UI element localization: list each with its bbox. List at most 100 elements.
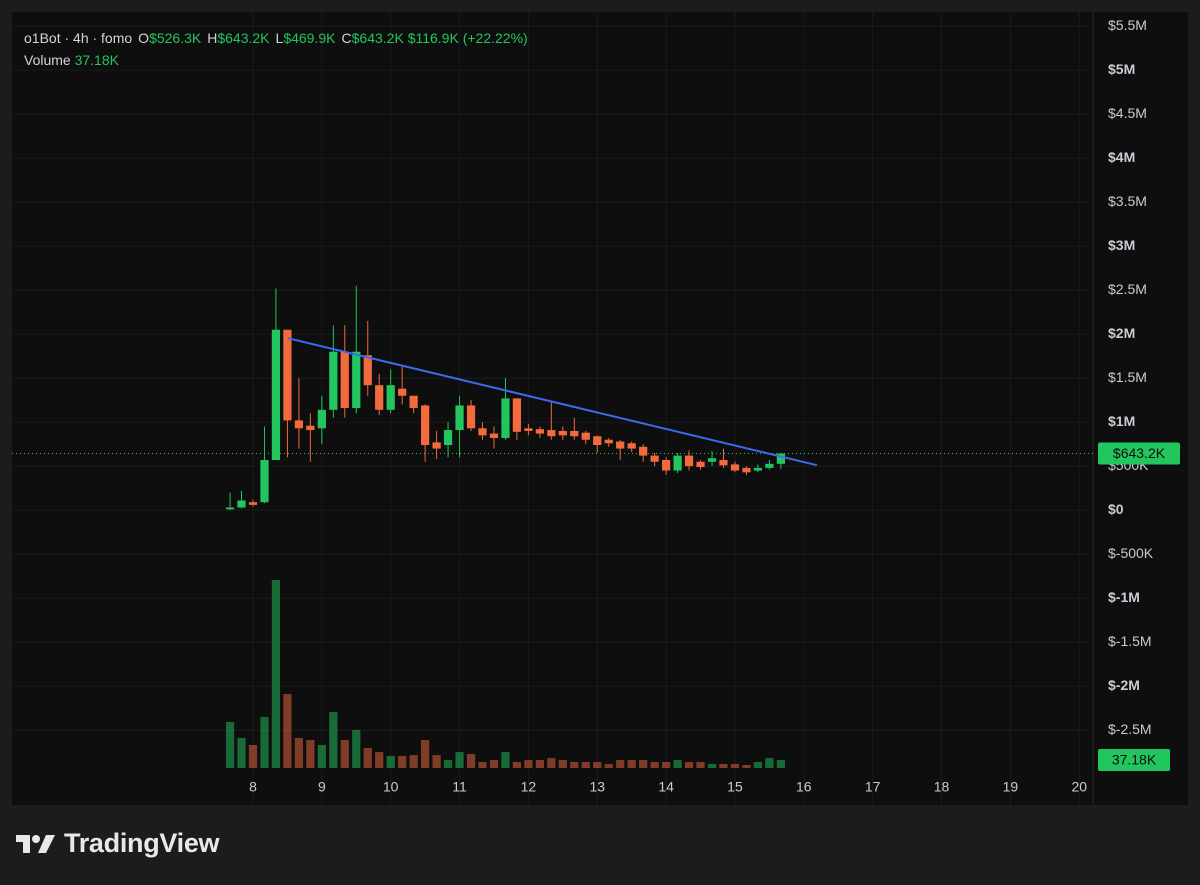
- volume-bar: [673, 760, 682, 768]
- volume-bar: [535, 760, 545, 768]
- x-tick-label: 14: [658, 779, 674, 795]
- candle-body: [294, 420, 304, 429]
- volume-bar: [776, 760, 786, 768]
- candle-body: [639, 446, 648, 456]
- volume-bar: [260, 717, 269, 768]
- candle-body: [478, 428, 487, 436]
- candle-body: [283, 329, 292, 421]
- candle-body: [432, 442, 441, 449]
- y-tick-label: $-2.5M: [1108, 721, 1152, 737]
- candle-body: [673, 455, 682, 471]
- y-tick-label: $5M: [1108, 61, 1135, 77]
- volume-bar: [340, 740, 349, 768]
- volume-bar: [386, 755, 395, 768]
- candle-body: [535, 429, 545, 434]
- y-tick-label: $-1M: [1108, 589, 1140, 605]
- volume-bar: [306, 740, 315, 768]
- volume-bar: [466, 754, 476, 768]
- x-tick-label: 18: [934, 779, 950, 795]
- marks: [12, 285, 1093, 768]
- legend-key: L: [275, 30, 284, 46]
- legend-key: H: [207, 30, 218, 46]
- legend-ohlc: O$526.3K H$643.2K L$469.9K C$643.2K: [132, 30, 404, 46]
- brand-name: TradingView: [64, 828, 220, 858]
- volume-bar: [570, 761, 579, 768]
- legend-value: $643.2K: [217, 30, 270, 46]
- y-tick-label: $0: [1108, 501, 1124, 517]
- volume-bar: [512, 761, 522, 768]
- volume-bar: [593, 761, 602, 768]
- candle-body: [776, 453, 786, 464]
- candle-body: [409, 395, 418, 409]
- volume-bar: [501, 752, 510, 768]
- candle-body: [581, 432, 590, 440]
- candle-body: [627, 443, 636, 449]
- candle-body: [696, 461, 705, 468]
- volume-bar: [730, 763, 740, 768]
- volume-bar: [558, 760, 567, 768]
- legend-key: O: [138, 30, 150, 46]
- candle-body: [363, 355, 372, 386]
- volume-bar: [547, 758, 556, 768]
- volume-bar: [719, 763, 728, 768]
- volume-bar: [398, 755, 407, 768]
- legend-value: $526.3K: [149, 30, 202, 46]
- candle-body: [604, 439, 613, 444]
- y-tick-label: $3.5M: [1108, 193, 1147, 209]
- volume-bar: [765, 758, 774, 768]
- volume-bar: [375, 752, 384, 768]
- volume-bar: [409, 755, 418, 768]
- volume-bar: [696, 761, 705, 768]
- price-label: $643.2K: [1113, 445, 1166, 461]
- y-tick-label: $4.5M: [1108, 105, 1147, 121]
- volume-bar: [363, 747, 372, 768]
- candle-body: [661, 459, 671, 471]
- legend-volume-key: Volume: [24, 52, 71, 68]
- volume-bar: [753, 761, 763, 768]
- candle-body: [260, 459, 269, 503]
- candle-body: [593, 436, 602, 446]
- candle-body: [501, 398, 510, 438]
- candle-body: [684, 455, 694, 467]
- volume-bar: [294, 737, 304, 768]
- volume-bar: [616, 760, 625, 768]
- x-tick-label: 9: [318, 779, 326, 795]
- volume-bar: [271, 580, 281, 768]
- candle-body: [570, 430, 579, 437]
- volume-bar: [650, 761, 659, 768]
- y-tick-label: $-2M: [1108, 677, 1140, 693]
- candle-body: [547, 430, 556, 437]
- legend-symbol: o1Bot · 4h · fomo: [24, 30, 133, 46]
- volume-bar: [581, 761, 590, 768]
- candle-body: [489, 433, 499, 438]
- legend-value: $643.2K: [351, 30, 404, 46]
- candle-body: [386, 385, 395, 410]
- x-tick-label: 12: [521, 779, 537, 795]
- x-tick-label: 10: [383, 779, 399, 795]
- legend-volume: 37.18K: [74, 52, 119, 68]
- volume-bar: [639, 760, 648, 768]
- volume-bar: [524, 760, 533, 768]
- volume-bar: [421, 740, 430, 768]
- candle-body: [329, 351, 338, 410]
- x-tick-label: 13: [589, 779, 605, 795]
- y-tick-label: $2.5M: [1108, 281, 1147, 297]
- candle-body: [237, 500, 246, 508]
- x-tick-label: 11: [452, 779, 467, 795]
- x-tick-label: 17: [865, 779, 881, 795]
- legend-value: $469.9K: [283, 30, 336, 46]
- volume-bar: [684, 761, 694, 768]
- candle-body: [512, 398, 522, 432]
- legend-row: Volume 37.18K: [24, 49, 528, 71]
- y-tick-label: $1M: [1108, 413, 1135, 429]
- legend-change: $116.9K (+22.22%): [407, 30, 528, 46]
- x-tick-label: 8: [249, 779, 257, 795]
- legend-row: o1Bot · 4h · fomo O$526.3K H$643.2K L$469.9…: [24, 27, 528, 49]
- price-label-box: [1098, 442, 1180, 465]
- candle-body: [524, 428, 533, 431]
- candle-body: [719, 459, 728, 466]
- volume-bar: [329, 712, 338, 768]
- volume-bar: [604, 763, 613, 768]
